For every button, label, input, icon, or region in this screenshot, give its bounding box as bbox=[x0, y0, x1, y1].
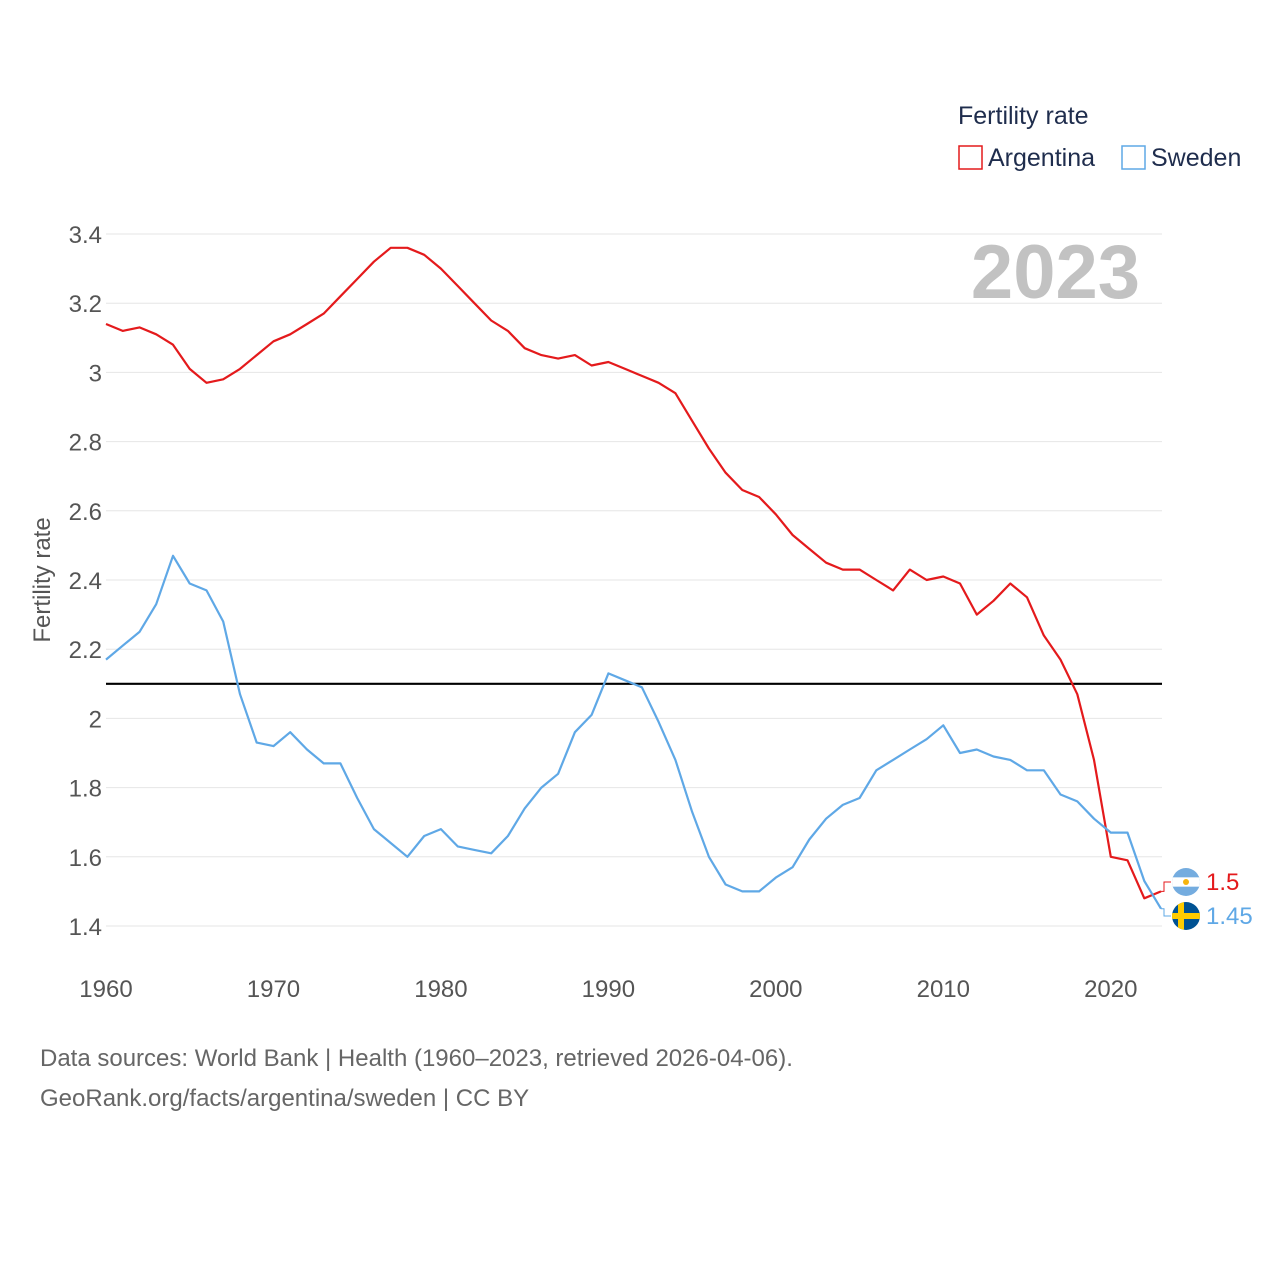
legend-title: Fertility rate bbox=[958, 102, 1089, 130]
legend-label-sweden: Sweden bbox=[1151, 144, 1241, 172]
footer-sources: Data sources: World Bank | Health (1960–… bbox=[40, 1045, 793, 1072]
x-tick-label: 1970 bbox=[247, 976, 300, 1003]
y-tick-label: 1.6 bbox=[69, 845, 102, 872]
x-tick-label: 1980 bbox=[414, 976, 467, 1003]
y-axis-title: Fertility rate bbox=[29, 517, 56, 642]
flag-cross bbox=[1178, 902, 1184, 930]
chart-title-year: 2023 bbox=[971, 230, 1140, 315]
series-lines bbox=[105, 246, 1162, 910]
legend[interactable]: Fertility rate Argentina Sweden bbox=[958, 102, 1241, 172]
legend-label-argentina: Argentina bbox=[988, 144, 1095, 172]
footer-attribution[interactable]: GeoRank.org/facts/argentina/sweden | CC … bbox=[40, 1085, 530, 1112]
flag-cross bbox=[1172, 913, 1200, 919]
legend-item-argentina[interactable]: Argentina bbox=[958, 144, 1095, 172]
x-axis-ticks: 1960 1970 1980 1990 2000 2010 2020 bbox=[79, 976, 1137, 1003]
x-tick-label: 2010 bbox=[917, 976, 970, 1003]
series-line-sweden bbox=[105, 554, 1162, 910]
flag-sun bbox=[1183, 879, 1189, 885]
x-tick-label: 1990 bbox=[582, 976, 635, 1003]
y-tick-label: 3.4 bbox=[69, 222, 102, 249]
y-tick-label: 1.4 bbox=[69, 914, 102, 941]
y-tick-label: 3 bbox=[89, 360, 102, 387]
series-end-markers: 1.5 1.45 bbox=[1161, 868, 1253, 930]
y-tick-label: 3.2 bbox=[69, 291, 102, 318]
legend-swatch-sweden bbox=[1121, 145, 1146, 170]
x-tick-label: 2020 bbox=[1084, 976, 1137, 1003]
end-connector-sweden bbox=[1161, 908, 1171, 917]
legend-swatch-argentina bbox=[958, 145, 983, 170]
y-axis-ticks: 1.4 1.6 1.8 2 2.2 2.4 2.6 2.8 3 3.2 3.4 bbox=[69, 222, 102, 941]
x-tick-label: 2000 bbox=[749, 976, 802, 1003]
series-line-argentina bbox=[105, 246, 1162, 900]
y-tick-label: 2.2 bbox=[69, 637, 102, 664]
y-tick-label: 1.8 bbox=[69, 776, 102, 803]
gridlines bbox=[106, 233, 1162, 927]
y-tick-label: 2.6 bbox=[69, 499, 102, 526]
sweden-flag-icon bbox=[1172, 902, 1200, 930]
y-tick-label: 2.4 bbox=[69, 568, 102, 595]
legend-item-sweden[interactable]: Sweden bbox=[1121, 144, 1241, 172]
y-tick-label: 2 bbox=[89, 706, 102, 733]
argentina-flag-icon bbox=[1172, 868, 1200, 896]
end-connector-argentina bbox=[1161, 881, 1171, 892]
y-tick-label: 2.8 bbox=[69, 430, 102, 457]
x-tick-label: 1960 bbox=[79, 976, 132, 1003]
end-value-label-sweden: 1.45 bbox=[1206, 903, 1253, 930]
end-value-label-argentina: 1.5 bbox=[1206, 869, 1239, 896]
